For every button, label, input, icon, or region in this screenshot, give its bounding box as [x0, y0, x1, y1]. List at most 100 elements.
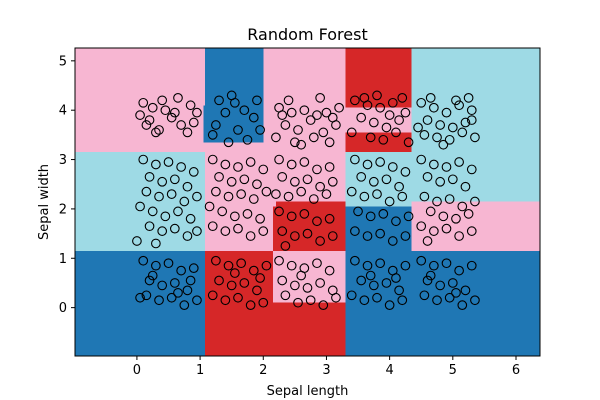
data-point [182, 181, 193, 192]
data-point [359, 191, 370, 202]
data-point [160, 211, 171, 222]
data-point [451, 287, 461, 298]
data-point [176, 120, 186, 130]
data-point [157, 226, 168, 236]
data-point [457, 127, 468, 138]
data-point [454, 231, 464, 241]
data-point [419, 290, 430, 301]
data-point [223, 137, 234, 148]
data-point [255, 273, 265, 283]
data-point [248, 112, 259, 123]
data-point [305, 115, 316, 125]
data-point [397, 93, 408, 103]
data-point [454, 157, 464, 167]
data-point [271, 132, 281, 143]
data-point [277, 110, 288, 120]
decision-region-blue [75, 250, 206, 356]
data-point [315, 236, 325, 246]
decision-region-red [345, 48, 412, 108]
data-point [321, 189, 332, 199]
data-point [387, 162, 398, 172]
data-point [324, 162, 335, 172]
data-point [403, 211, 414, 222]
data-point [356, 171, 367, 182]
data-point [147, 270, 158, 281]
data-point [416, 97, 427, 108]
decision-region-pink [263, 48, 346, 153]
data-point [283, 191, 294, 202]
data-point [163, 157, 174, 167]
data-point [296, 139, 307, 150]
data-point [151, 127, 161, 138]
data-point [151, 159, 161, 170]
data-point [441, 258, 452, 269]
data-point [312, 110, 322, 120]
data-point [429, 260, 439, 271]
data-point [214, 95, 224, 106]
data-point [394, 285, 404, 296]
decision-region-red [272, 302, 346, 356]
data-point [312, 216, 322, 227]
data-point [226, 176, 237, 187]
data-point [365, 211, 376, 222]
data-point [233, 125, 243, 135]
plot-frame [74, 47, 541, 357]
data-point [384, 110, 395, 120]
data-point [460, 285, 471, 296]
data-point [169, 174, 180, 185]
data-point [151, 260, 161, 271]
y-axis-ticks: 0 1 2 3 4 5 [59, 54, 75, 316]
data-point [179, 196, 190, 207]
data-point [429, 159, 439, 170]
data-point [147, 206, 158, 217]
data-point [327, 176, 338, 187]
data-point [381, 174, 392, 185]
data-point [245, 300, 256, 311]
data-point [466, 115, 477, 125]
data-point [239, 174, 250, 185]
data-point [132, 236, 142, 246]
data-point [463, 208, 474, 219]
data-point [207, 130, 218, 140]
data-point [375, 102, 386, 113]
data-point [365, 270, 376, 281]
data-point [296, 270, 307, 281]
data-point [362, 159, 373, 170]
y-axis-label: Sepal width [37, 164, 52, 240]
data-point [413, 122, 423, 133]
data-point [441, 162, 452, 172]
data-point [217, 206, 228, 217]
x-tick-label: 6 [512, 363, 520, 378]
decision-region-red [205, 250, 273, 303]
y-tick-label: 5 [59, 54, 67, 69]
data-point [384, 300, 395, 311]
data-point [470, 295, 480, 306]
data-point [400, 167, 411, 177]
y-tick-label: 3 [59, 153, 67, 168]
data-point [229, 211, 240, 222]
data-point [432, 196, 442, 207]
data-point [359, 93, 370, 103]
data-point [470, 132, 480, 143]
data-point [429, 102, 439, 113]
data-point [457, 201, 468, 212]
data-point [157, 280, 168, 291]
data-point [151, 238, 161, 249]
data-point [375, 228, 386, 239]
data-point [290, 176, 300, 187]
data-point [274, 255, 284, 266]
data-point [169, 278, 180, 288]
data-point [239, 105, 250, 116]
data-point [223, 191, 234, 202]
data-point [214, 275, 224, 286]
data-point [441, 107, 452, 118]
data-point [438, 139, 449, 150]
data-point [312, 258, 322, 269]
data-point [138, 154, 149, 165]
data-point [182, 231, 193, 241]
data-point [315, 278, 325, 288]
data-point [207, 221, 218, 232]
data-point [400, 260, 411, 271]
data-point [271, 189, 281, 199]
data-point [331, 292, 341, 303]
